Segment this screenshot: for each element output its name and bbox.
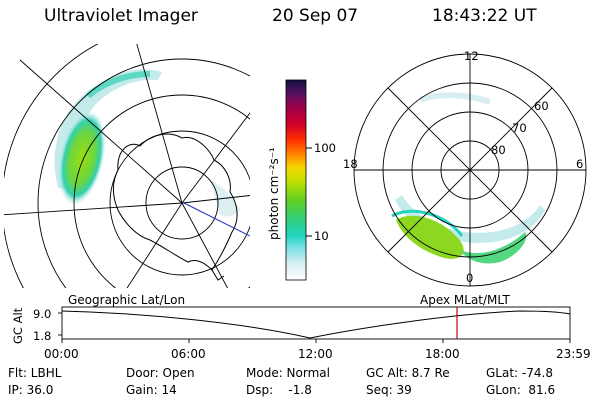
- mlt-label-0: 0: [466, 271, 473, 285]
- info-seq: Seq: 39: [366, 383, 412, 397]
- info-door: Door: Open: [126, 366, 195, 380]
- alt-plot-ylabel: GC Alt: [11, 307, 25, 344]
- xtick-0600: 06:00: [171, 347, 206, 361]
- xtick-1200: 12:00: [298, 347, 333, 361]
- time-label: 18:43:22 UT: [432, 6, 537, 26]
- colorbar: 100 10 photon cm⁻²s⁻¹: [267, 79, 336, 281]
- info-ip: IP: 36.0: [8, 383, 53, 397]
- colorbar-unit-label: photon cm⁻²s⁻¹: [267, 147, 281, 240]
- info-glon: GLon: 81.6: [486, 383, 555, 397]
- xtick-0000: 00:00: [44, 347, 79, 361]
- info-glat: GLat: -74.8: [486, 366, 553, 380]
- aurora-bright-region: [58, 110, 106, 206]
- geographic-map: [4, 44, 250, 288]
- info-gain: Gain: 14: [126, 383, 177, 397]
- altitude-curve: [61, 310, 571, 339]
- meridians: [4, 44, 250, 288]
- ytick-9-0: 9.0: [33, 307, 51, 321]
- altitude-plot: 9.0 1.8 GC Alt 00:00 06:00 12:00 18:00 2…: [11, 306, 591, 361]
- left-map-label: Geographic Lat/Lon: [68, 293, 185, 307]
- xtick-1800: 18:00: [425, 347, 460, 361]
- aurora-bright-region-right: [396, 215, 464, 259]
- mlt-label-18: 18: [343, 157, 358, 171]
- date-label: 20 Sep 07: [272, 6, 359, 26]
- right-map-label: Apex MLat/MLT: [420, 293, 510, 307]
- magnetic-map: 12 18 6 0 60 70 80: [343, 49, 587, 287]
- info-dsp: Dsp: -1.8: [246, 383, 312, 397]
- lat-label-70: 70: [512, 121, 527, 135]
- satellite-track: [183, 202, 250, 237]
- info-gcalt: GC Alt: 8.7 Re: [366, 366, 450, 380]
- colorbar-tick-100: 100: [314, 141, 336, 155]
- latitude-circles: [4, 44, 250, 288]
- mlt-label-12: 12: [464, 49, 479, 63]
- lat-label-80: 80: [491, 143, 506, 157]
- mlt-label-6: 6: [576, 157, 583, 171]
- info-panel: Flt: LBHL IP: 36.0 Door: Open Gain: 14 M…: [8, 366, 555, 397]
- colorbar-tick-10: 10: [314, 229, 329, 243]
- antarctica-coastline: [113, 133, 238, 271]
- lat-label-60: 60: [534, 99, 549, 113]
- info-filter: Flt: LBHL: [8, 366, 62, 380]
- xtick-2359: 23:59: [556, 347, 591, 361]
- ytick-1-8: 1.8: [33, 329, 51, 343]
- info-mode: Mode: Normal: [246, 366, 330, 380]
- instrument-title: Ultraviolet Imager: [44, 6, 198, 26]
